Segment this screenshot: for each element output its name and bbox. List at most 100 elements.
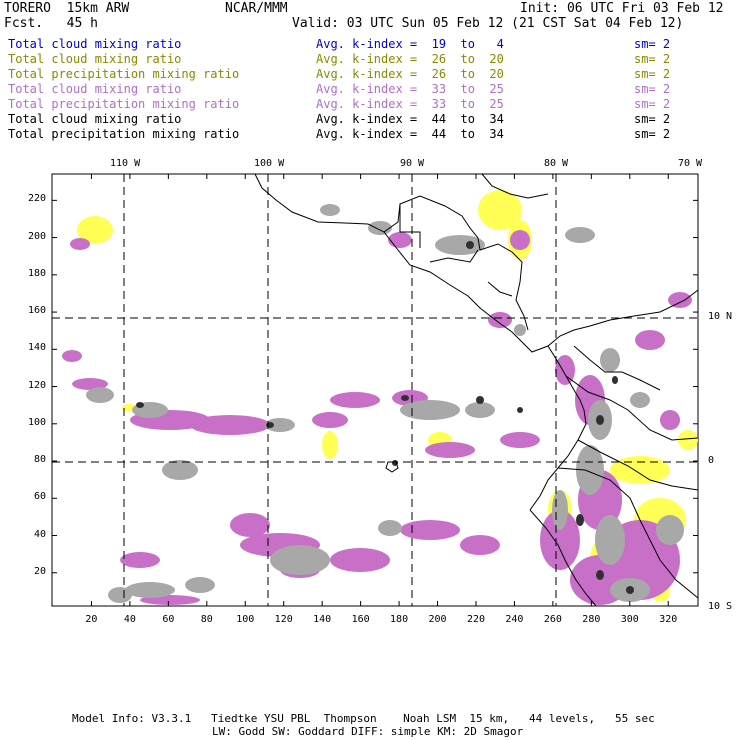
precip-core [136,402,144,408]
precip-core [466,241,474,249]
legend-kindex: Avg. k-index = 26 to 20 [316,67,504,81]
x-tick-label: 300 [620,614,639,625]
cloud-mid-area [72,378,108,390]
x-tick-label: 40 [123,614,136,625]
organization: NCAR/MMM [225,1,288,16]
legend-sm: sm= 2 [634,37,671,51]
precip-high-area [320,204,340,216]
precip-high-area [656,515,684,545]
legend-sm: sm= 2 [634,67,671,81]
precip-high-area [400,400,460,420]
lon-label: 90 W [399,158,425,169]
border-6 [577,439,699,491]
cloud-mid-area [190,415,270,435]
legend-kindex: Avg. k-index = 44 to 34 [316,127,504,141]
cloud-mid-area [70,238,90,250]
forecast-hour: Fcst. 45 h [4,16,98,31]
x-tick-label: 260 [543,614,562,625]
x-tick-label: 320 [659,614,678,625]
legend-kindex: Avg. k-index = 33 to 25 [316,97,504,111]
cloud-mid-area [635,330,665,350]
border-1 [399,204,421,248]
legend-sm: sm= 2 [634,97,671,111]
x-tick-label: 160 [351,614,370,625]
caribbean-coast [479,243,529,331]
x-tick-label: 100 [236,614,255,625]
init-time: Init: 06 UTC Fri 03 Feb 12 [520,1,724,16]
precip-core [596,415,604,425]
x-tick-label: 60 [162,614,175,625]
border-7 [557,467,699,599]
cloud-low-area [678,430,698,450]
border-5 [565,375,699,441]
physics-info: LW: Godd SW: Goddard DIFF: simple KM: 2D… [212,725,524,738]
precip-high-area [185,577,215,593]
y-tick-label: 200 [27,230,46,242]
precip-core [266,422,274,428]
x-tick-label: 200 [428,614,447,625]
legend-kindex: Avg. k-index = 44 to 34 [316,112,504,126]
lat-label: 10 S [708,601,733,612]
lon-label: 80 W [543,158,569,169]
legend-kindex: Avg. k-index = 26 to 20 [316,52,504,66]
cloud-mid-area [510,230,530,250]
model-name: TORERO 15km ARW [4,1,130,16]
cloud-mid-area [555,355,575,385]
x-tick-label: 240 [505,614,524,625]
y-tick-label: 180 [27,267,46,279]
valid-time: Valid: 03 UTC Sun 05 Feb 12 (21 CST Sat … [292,16,684,31]
legend-sm: sm= 2 [634,52,671,66]
x-tick-label: 180 [390,614,409,625]
y-tick-label: 100 [27,416,46,428]
legend-kindex: Avg. k-index = 19 to 4 [316,37,504,51]
cloud-mid-area [400,520,460,540]
cloud-mid-area [540,510,580,570]
lat-label: 10 N [708,311,733,322]
precip-core [626,586,634,594]
precip-high-area [552,490,568,530]
y-tick-label: 120 [27,379,46,391]
cloud-low-area [610,456,670,484]
border-4 [573,345,661,391]
legend-field: Total cloud mixing ratio [8,112,182,126]
precip-high-area [265,418,295,432]
cloud-mid-area [120,552,160,568]
legend-field: Total precipitation mixing ratio [8,127,240,141]
x-tick-label: 280 [582,614,601,625]
precip-high-area [630,392,650,408]
y-tick-label: 80 [33,454,46,466]
legend-sm: sm= 2 [634,82,671,96]
lat-label: 0 [708,455,715,466]
precip-core [596,570,604,580]
legend-field: Total cloud mixing ratio [8,82,182,96]
legend-sm: sm= 2 [634,127,671,141]
precip-high-area [465,402,495,418]
axis-ticks [52,174,698,606]
cloud-mid-area [668,292,692,308]
panama-coast [519,325,591,353]
cloud-mid-area [62,350,82,362]
x-tick-label: 20 [85,614,98,625]
precip-high-area [600,348,620,372]
cloud-mid-area [660,410,680,430]
cloud-mid-area [388,232,412,248]
y-tick-label: 60 [33,491,46,503]
border-3 [487,281,513,297]
cloud-low-area [478,190,522,230]
precip-high-area [125,582,175,598]
cloud-mid-area [460,535,500,555]
legend-field: Total precipitation mixing ratio [8,67,240,81]
precip-core [576,514,584,526]
cloud-mid-area [330,392,380,408]
y-tick-label: 140 [27,342,46,354]
field-shading [62,190,698,605]
x-tick-label: 220 [466,614,485,625]
mexico-coast [254,173,521,341]
cuba [481,173,549,199]
cloud-mid-area [312,412,348,428]
lon-label: 100 W [254,158,285,169]
gridlines [52,174,698,606]
precip-high-area [595,515,625,565]
precip-core [476,396,484,404]
